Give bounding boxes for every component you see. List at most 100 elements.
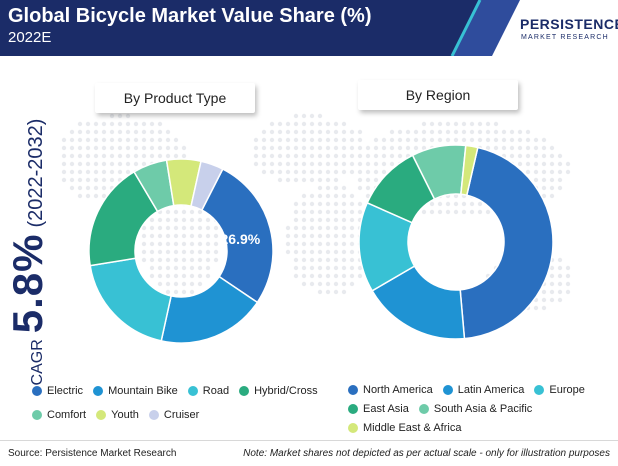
map-dot	[69, 153, 75, 159]
map-dot	[149, 129, 155, 135]
map-dot	[325, 281, 331, 287]
map-dot	[349, 249, 355, 255]
map-dot	[533, 169, 539, 175]
map-dot	[405, 129, 411, 135]
map-dot	[125, 153, 131, 159]
map-dot	[309, 257, 315, 263]
map-dot	[181, 217, 187, 223]
map-dot	[317, 257, 323, 263]
map-dot	[133, 145, 139, 151]
map-dot	[325, 201, 331, 207]
map-dot	[533, 153, 539, 159]
product-legend-item: Comfort	[32, 409, 86, 421]
product-legend-swatch	[96, 410, 107, 420]
map-dot	[477, 209, 483, 215]
map-dot	[509, 137, 515, 143]
map-dot	[61, 177, 67, 183]
map-dot	[317, 209, 323, 215]
map-dot	[333, 169, 339, 175]
header-shape	[0, 0, 520, 56]
map-dot	[173, 281, 179, 287]
product-legend-item: Youth	[96, 409, 139, 421]
map-dot	[333, 161, 339, 167]
map-dot	[541, 169, 547, 175]
map-dot	[557, 273, 563, 279]
map-dot	[261, 145, 267, 151]
map-dot	[341, 217, 347, 223]
map-dot	[309, 225, 315, 231]
map-dot	[101, 129, 107, 135]
map-dot	[293, 145, 299, 151]
map-dot	[317, 145, 323, 151]
map-dot	[149, 249, 155, 255]
map-dot	[549, 185, 555, 191]
map-dot	[181, 273, 187, 279]
map-dot	[293, 121, 299, 127]
map-dot	[333, 137, 339, 143]
map-dot	[341, 193, 347, 199]
map-dot	[77, 121, 83, 127]
map-dot	[293, 257, 299, 263]
map-dot	[357, 201, 363, 207]
map-dot	[341, 281, 347, 287]
map-dot	[285, 121, 291, 127]
map-dot	[173, 217, 179, 223]
map-dot	[285, 249, 291, 255]
map-dot	[157, 137, 163, 143]
map-dot	[85, 121, 91, 127]
product-legend-item: Hybrid/Cross	[239, 385, 318, 397]
map-dot	[469, 129, 475, 135]
region-slice-middle-east-africa	[460, 144, 479, 197]
map-dot	[317, 233, 323, 239]
map-dot	[77, 161, 83, 167]
map-dot	[309, 121, 315, 127]
map-dot	[429, 137, 435, 143]
map-dot	[253, 145, 259, 151]
region-legend-swatch	[348, 385, 358, 395]
map-dot	[133, 153, 139, 159]
map-dot	[141, 241, 147, 247]
map-dot	[157, 217, 163, 223]
region-legend-label: Europe	[549, 384, 585, 396]
map-dot	[109, 177, 115, 183]
map-dot	[453, 201, 459, 207]
map-dot	[133, 129, 139, 135]
map-dot	[565, 169, 571, 175]
map-dot	[349, 209, 355, 215]
map-dot	[77, 169, 83, 175]
map-dot	[485, 209, 491, 215]
map-dot	[341, 209, 347, 215]
map-dot	[357, 145, 363, 151]
map-dot	[389, 153, 395, 159]
map-dot	[565, 281, 571, 287]
map-dot	[341, 153, 347, 159]
map-dot	[365, 185, 371, 191]
map-dot	[261, 169, 267, 175]
map-dot	[309, 273, 315, 279]
map-dot	[301, 265, 307, 271]
map-dot	[317, 161, 323, 167]
map-dot	[101, 137, 107, 143]
map-dot	[285, 161, 291, 167]
map-dot	[165, 209, 171, 215]
map-dot	[421, 209, 427, 215]
region-legend-label: South Asia & Pacific	[433, 403, 533, 415]
map-dot	[293, 265, 299, 271]
map-dot	[141, 233, 147, 239]
map-dot	[437, 137, 443, 143]
map-dot	[317, 113, 323, 119]
map-dot	[149, 121, 155, 127]
map-dot	[269, 129, 275, 135]
map-dot	[157, 129, 163, 135]
map-dot	[397, 129, 403, 135]
map-dot	[333, 129, 339, 135]
map-dot	[117, 169, 123, 175]
map-dot	[117, 153, 123, 159]
map-dot	[125, 121, 131, 127]
map-dot	[325, 233, 331, 239]
map-dot	[413, 129, 419, 135]
map-dot	[181, 257, 187, 263]
map-dot	[469, 209, 475, 215]
map-dot	[349, 201, 355, 207]
map-dot	[333, 209, 339, 215]
